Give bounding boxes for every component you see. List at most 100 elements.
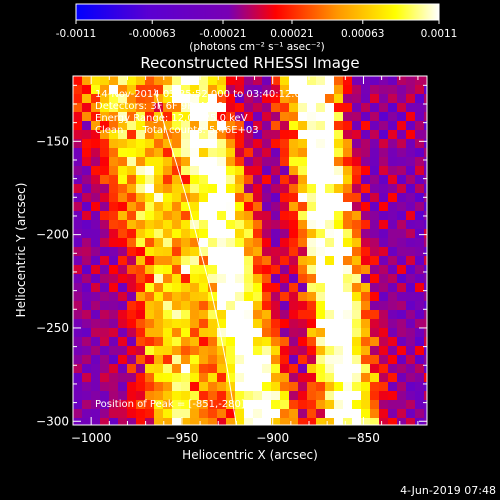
heatmap-cell: [145, 193, 154, 202]
heatmap-cell: [91, 139, 100, 148]
heatmap-cell: [388, 139, 397, 148]
heatmap-cell: [136, 400, 145, 409]
heatmap-cell: [190, 364, 199, 373]
heatmap-cell: [217, 328, 226, 337]
heatmap-cell: [208, 247, 217, 256]
heatmap-cell: [100, 157, 109, 166]
heatmap-cell: [145, 166, 154, 175]
heatmap-cell: [280, 292, 289, 301]
heatmap-cell: [82, 292, 91, 301]
heatmap-cell: [298, 238, 307, 247]
heatmap-cell: [181, 211, 190, 220]
heatmap-cell: [379, 175, 388, 184]
heatmap-cell: [217, 301, 226, 310]
heatmap-cell: [190, 211, 199, 220]
heatmap-cell: [73, 76, 82, 85]
heatmap-cell: [82, 337, 91, 346]
heatmap-cell: [73, 355, 82, 364]
heatmap-cell: [280, 130, 289, 139]
heatmap-cell: [361, 400, 370, 409]
heatmap-cell: [397, 229, 406, 238]
heatmap-cell: [379, 301, 388, 310]
heatmap-cell: [307, 220, 316, 229]
heatmap-cell: [370, 103, 379, 112]
heatmap-cell: [100, 355, 109, 364]
heatmap-cell: [352, 292, 361, 301]
heatmap-cell: [109, 418, 118, 425]
heatmap-cell: [424, 238, 427, 247]
heatmap-cell: [289, 265, 298, 274]
heatmap-cell: [136, 139, 145, 148]
heatmap-cell: [361, 373, 370, 382]
heatmap-cell: [235, 301, 244, 310]
heatmap-cell: [298, 220, 307, 229]
heatmap-cell: [352, 328, 361, 337]
heatmap-cell: [154, 130, 163, 139]
heatmap-cell: [289, 166, 298, 175]
heatmap-cell: [199, 283, 208, 292]
heatmap-cell: [316, 328, 325, 337]
heatmap-cell: [289, 220, 298, 229]
heatmap-cell: [208, 130, 217, 139]
heatmap-cell: [136, 112, 145, 121]
heatmap-cell: [100, 292, 109, 301]
heatmap-cell: [271, 166, 280, 175]
heatmap-cell: [406, 310, 415, 319]
heatmap-cell: [154, 373, 163, 382]
heatmap-cell: [244, 265, 253, 274]
heatmap-cell: [91, 373, 100, 382]
heatmap-cell: [127, 85, 136, 94]
heatmap-cell: [154, 184, 163, 193]
heatmap-cell: [91, 193, 100, 202]
heatmap-cell: [397, 346, 406, 355]
heatmap-cell: [127, 157, 136, 166]
heatmap-cell: [217, 265, 226, 274]
colorbar: -0.0011 -0.00063 -0.00021 0.00021 0.00063 0.0…: [56, 3, 458, 53]
heatmap-cell: [199, 166, 208, 175]
heatmap-cell: [235, 94, 244, 103]
heatmap-cell: [145, 175, 154, 184]
heatmap-cell: [82, 265, 91, 274]
heatmap-cell: [91, 130, 100, 139]
heatmap-cell: [181, 274, 190, 283]
heatmap-cell: [235, 346, 244, 355]
heatmap-cell: [343, 193, 352, 202]
heatmap-cell: [235, 130, 244, 139]
heatmap-cell: [271, 301, 280, 310]
colorbar-tick-label: 0.0011: [421, 28, 458, 40]
heatmap-cell: [163, 256, 172, 265]
heatmap-cell: [370, 373, 379, 382]
heatmap-cell: [208, 283, 217, 292]
heatmap-cell: [280, 409, 289, 418]
heatmap-cell: [325, 229, 334, 238]
heatmap-cell: [334, 391, 343, 400]
heatmap-cell: [136, 328, 145, 337]
heatmap-cell: [136, 373, 145, 382]
heatmap-cell: [145, 157, 154, 166]
heatmap-cell: [82, 238, 91, 247]
heatmap-cell: [91, 211, 100, 220]
heatmap-cell: [190, 247, 199, 256]
heatmap-cell: [325, 139, 334, 148]
heatmap-cell: [325, 85, 334, 94]
heatmap-cell: [226, 256, 235, 265]
heatmap-cell: [127, 409, 136, 418]
heatmap-cell: [244, 220, 253, 229]
heatmap-cell: [298, 157, 307, 166]
heatmap-cell: [217, 292, 226, 301]
heatmap-cell: [298, 94, 307, 103]
heatmap-cell: [253, 157, 262, 166]
heatmap-cell: [118, 373, 127, 382]
heatmap-cell: [397, 112, 406, 121]
heatmap-cell: [127, 139, 136, 148]
heatmap-cell: [226, 211, 235, 220]
heatmap-cell: [145, 247, 154, 256]
heatmap-cell: [397, 382, 406, 391]
heatmap-cell: [91, 337, 100, 346]
heatmap-cell: [334, 373, 343, 382]
heatmap-cell: [325, 364, 334, 373]
heatmap-cell: [280, 373, 289, 382]
heatmap-cell: [415, 247, 424, 256]
heatmap-cell: [145, 256, 154, 265]
plot-frame: [72, 75, 428, 426]
